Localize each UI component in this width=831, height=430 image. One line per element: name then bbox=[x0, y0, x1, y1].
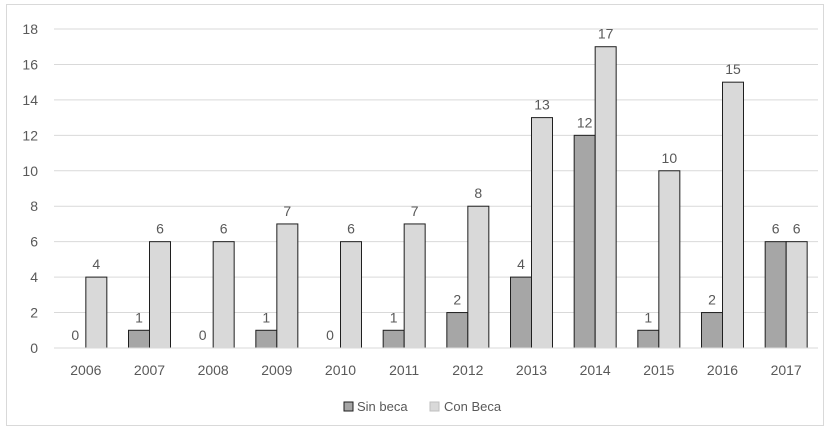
bar-sin-beca-2013 bbox=[510, 276, 532, 349]
x-tick-label: 2008 bbox=[198, 362, 229, 378]
data-label: 0 bbox=[71, 327, 79, 343]
bar-con-beca-2016 bbox=[722, 81, 744, 349]
x-tick-label: 2011 bbox=[389, 362, 419, 378]
bar-con-beca-2015 bbox=[658, 170, 681, 349]
bars bbox=[85, 46, 808, 349]
data-label: 4 bbox=[517, 256, 525, 272]
bar-sin-beca-2011 bbox=[382, 329, 405, 349]
bar-sin-beca-2007 bbox=[128, 329, 150, 349]
bar-sin-beca-2014 bbox=[573, 134, 596, 349]
chart-frame bbox=[6, 4, 824, 426]
data-label: 6 bbox=[347, 221, 355, 237]
x-tick-label: 2009 bbox=[261, 362, 292, 378]
bar-con-beca-2007 bbox=[149, 241, 171, 349]
data-label: 6 bbox=[220, 221, 228, 237]
x-tick-label: 2016 bbox=[707, 362, 738, 378]
x-tick-label: 2013 bbox=[516, 362, 547, 378]
data-label: 6 bbox=[793, 221, 801, 237]
y-tick-label: 0 bbox=[30, 340, 38, 356]
data-label: 1 bbox=[262, 309, 270, 325]
data-label: 4 bbox=[92, 256, 100, 272]
legend-swatch-con-beca bbox=[429, 401, 440, 412]
data-label: 10 bbox=[662, 150, 678, 166]
legend: Sin beca Con Beca bbox=[343, 399, 502, 414]
bar-sin-beca-2012 bbox=[446, 312, 469, 349]
y-axis-ticks: 0 2 4 6 8 10 12 14 16 18 bbox=[22, 21, 38, 356]
legend-label-con-beca: Con Beca bbox=[444, 399, 502, 414]
data-label: 7 bbox=[283, 203, 291, 219]
x-tick-label: 2007 bbox=[134, 362, 165, 378]
bar-sin-beca-2017 bbox=[764, 241, 787, 349]
data-label: 0 bbox=[199, 327, 207, 343]
data-label: 1 bbox=[390, 309, 398, 325]
data-label: 12 bbox=[577, 114, 593, 130]
data-label: 8 bbox=[474, 185, 482, 201]
x-tick-label: 2006 bbox=[70, 362, 101, 378]
x-tick-label: 2014 bbox=[580, 362, 611, 378]
y-tick-label: 10 bbox=[22, 163, 38, 179]
y-tick-label: 12 bbox=[22, 127, 38, 143]
y-tick-label: 18 bbox=[22, 21, 38, 37]
x-tick-label: 2015 bbox=[643, 362, 674, 378]
gridlines bbox=[54, 28, 818, 314]
y-tick-label: 14 bbox=[22, 92, 38, 108]
bar-con-beca-2011 bbox=[403, 223, 426, 349]
data-label: 7 bbox=[411, 203, 419, 219]
data-label: 1 bbox=[644, 309, 652, 325]
y-tick-label: 4 bbox=[30, 269, 38, 285]
bar-con-beca-2006 bbox=[85, 276, 108, 349]
y-tick-label: 6 bbox=[30, 234, 38, 250]
legend-label-sin-beca: Sin beca bbox=[357, 399, 408, 414]
bar-con-beca-2012 bbox=[467, 205, 490, 349]
bar-sin-beca-2015 bbox=[637, 329, 660, 349]
x-axis-ticks: 2006 2007 2008 2009 2010 2011 2012 2013 2014 2015… bbox=[70, 362, 802, 378]
legend-swatch-sin-beca bbox=[343, 401, 354, 412]
x-tick-label: 2012 bbox=[452, 362, 483, 378]
x-tick-label: 2017 bbox=[771, 362, 802, 378]
y-tick-label: 8 bbox=[30, 198, 38, 214]
y-tick-label: 16 bbox=[22, 56, 38, 72]
bar-con-beca-2008 bbox=[212, 241, 235, 349]
bar-con-beca-2014 bbox=[594, 46, 617, 349]
bar-con-beca-2009 bbox=[276, 223, 299, 349]
data-label: 17 bbox=[598, 26, 614, 42]
data-label: 0 bbox=[326, 327, 334, 343]
data-label: 6 bbox=[772, 221, 780, 237]
data-label: 15 bbox=[725, 61, 741, 77]
bar-con-beca-2010 bbox=[340, 241, 362, 349]
bar-sin-beca-2016 bbox=[701, 312, 723, 349]
data-label: 13 bbox=[534, 97, 550, 113]
bar-sin-beca-2009 bbox=[255, 329, 278, 349]
bar-con-beca-2017 bbox=[785, 241, 808, 349]
bar-con-beca-2013 bbox=[531, 117, 553, 349]
data-label: 2 bbox=[453, 292, 461, 308]
x-tick-label: 2010 bbox=[325, 362, 356, 378]
data-label: 2 bbox=[708, 292, 716, 308]
data-label: 6 bbox=[156, 221, 164, 237]
data-label: 1 bbox=[135, 309, 143, 325]
y-tick-label: 2 bbox=[30, 305, 38, 321]
